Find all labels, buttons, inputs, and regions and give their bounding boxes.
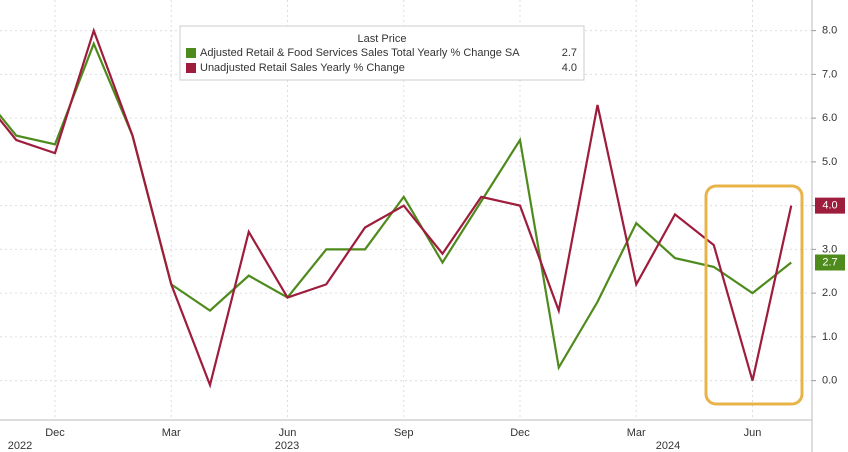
- y-tick-label: 0.0: [822, 375, 837, 387]
- x-tick-label: Mar: [162, 427, 181, 439]
- legend-label: Adjusted Retail & Food Services Sales To…: [200, 47, 520, 59]
- legend-box: [179, 25, 585, 81]
- last-value-label: 2.7: [822, 256, 837, 268]
- y-tick-label: 7.0: [822, 68, 837, 80]
- legend-swatch: [186, 48, 196, 58]
- legend-value: 4.0: [562, 62, 577, 74]
- x-tick-label: Jun: [744, 427, 762, 439]
- legend: Last Price: [179, 25, 585, 81]
- legend-swatch: [186, 63, 196, 73]
- year-label: 2022: [8, 440, 32, 452]
- x-tick-label: Sep: [394, 427, 414, 439]
- series-line: [0, 40, 792, 371]
- last-value-tag: [815, 254, 845, 271]
- y-tick-label: 6.0: [822, 112, 837, 124]
- highlight-box: [704, 184, 804, 406]
- x-tick-label: Mar: [627, 427, 646, 439]
- y-tick-label: 3.0: [822, 243, 837, 255]
- y-tick-label: 2.0: [822, 287, 837, 299]
- series-line: [0, 27, 793, 389]
- legend-title: Last Price: [358, 33, 407, 45]
- year-label: 2024: [656, 440, 680, 452]
- y-tick-label: 1.0: [822, 331, 837, 343]
- last-value-label: 4.0: [822, 200, 837, 212]
- x-tick-label: Dec: [45, 427, 65, 439]
- legend-value: 2.7: [562, 47, 577, 59]
- last-value-tag: [815, 197, 845, 214]
- x-tick-label: Jun: [279, 427, 297, 439]
- y-tick-label: 8.0: [822, 25, 837, 37]
- y-tick-label: 5.0: [822, 156, 837, 168]
- legend-label: Unadjusted Retail Sales Yearly % Change: [200, 62, 405, 74]
- x-tick-label: Dec: [510, 427, 530, 439]
- year-label: 2023: [275, 440, 299, 452]
- plot: [0, 27, 793, 389]
